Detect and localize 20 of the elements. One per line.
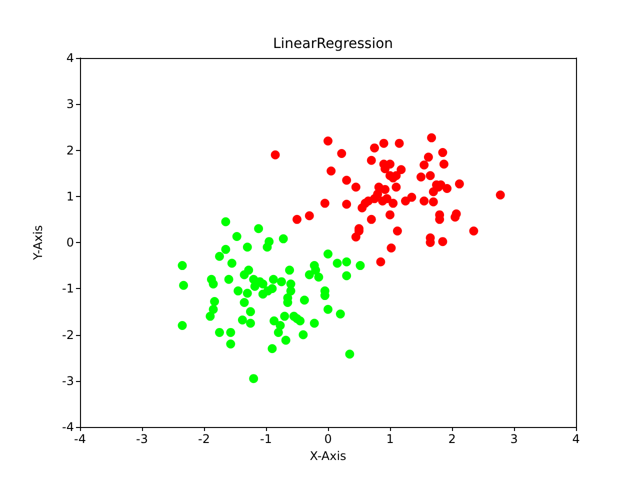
y-tick-label: 0	[66, 236, 74, 250]
x-tick-label: -3	[136, 432, 148, 446]
x-tick-label: -2	[198, 432, 210, 446]
x-axis-title: X-Axis	[310, 448, 346, 463]
x-tick-label: 2	[448, 432, 456, 446]
x-tick-label: 4	[572, 432, 580, 446]
y-tick-label: 1	[66, 189, 74, 204]
x-tick-label: -1	[260, 432, 272, 446]
y-tick-label: -4	[62, 420, 74, 434]
y-axis-title: Y-Axis	[31, 225, 45, 261]
y-tick-label: -2	[62, 328, 74, 342]
x-tick-label: 1	[386, 432, 394, 446]
y-tick-label: -1	[62, 282, 74, 296]
x-tick-label: 3	[510, 432, 518, 446]
chart-title: LinearRegression	[272, 36, 394, 52]
x-tick-label: 0	[324, 432, 332, 446]
y-tick-label: 3	[66, 97, 74, 112]
y-tick-label: -3	[62, 374, 74, 388]
y-tick-label: 4	[66, 51, 74, 65]
y-tick-label: 2	[66, 143, 74, 158]
